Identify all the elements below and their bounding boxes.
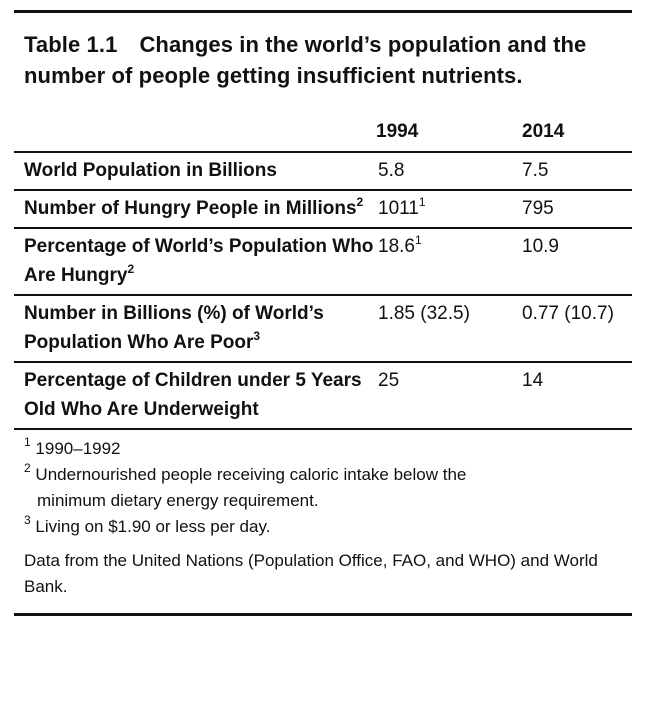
table-row: Number in Billions (%) of World’s Popula… xyxy=(14,294,632,362)
value-2014: 7.5 xyxy=(522,151,632,190)
header-cell-2014: 2014 xyxy=(522,121,565,142)
value-1994: 18.61 xyxy=(376,227,522,295)
value-1994: 10111 xyxy=(376,189,522,228)
table-number: Table 1.1 xyxy=(24,32,118,57)
bottom-rule xyxy=(14,613,632,616)
table-document: Table 1.1 Changes in the world’s populati… xyxy=(14,10,632,616)
table-row: Percentage of World’s Population Who Are… xyxy=(14,227,632,295)
table-title: Changes in the world’s population and th… xyxy=(24,32,587,88)
data-table: 1994 2014 World Population in Billions 5… xyxy=(14,117,632,430)
row-label: Percentage of World’s Population Who Are… xyxy=(14,227,376,295)
value-1994: 25 xyxy=(376,361,522,430)
row-label: Number of Hungry People in Millions2 xyxy=(14,189,376,228)
footnote: 1 1990–1992 xyxy=(24,435,121,458)
table-row: Percentage of Children under 5 Years Old… xyxy=(14,361,632,430)
header-cell-label xyxy=(14,117,376,152)
value-2014: 10.9 xyxy=(522,227,632,295)
row-label: Percentage of Children under 5 Years Old… xyxy=(14,361,376,430)
row-label: World Population in Billions xyxy=(14,151,376,190)
value-1994: 5.8 xyxy=(376,151,522,190)
value-2014: 0.77 (10.7) xyxy=(522,294,632,362)
table-caption: Table 1.1 Changes in the world’s populati… xyxy=(14,29,632,91)
source-note: Data from the United Nations (Population… xyxy=(24,551,598,596)
header-cell-1994: 1994 xyxy=(376,121,419,142)
table-notes: 1 1990–1992 2 Undernourished people rece… xyxy=(14,436,632,600)
value-2014: 795 xyxy=(522,189,632,228)
table-row: World Population in Billions 5.8 7.5 xyxy=(14,151,632,190)
footnote: 2 Undernourished people receiving calori… xyxy=(24,461,467,510)
table-row: Number of Hungry People in Millions2 101… xyxy=(14,189,632,228)
top-rule xyxy=(14,10,632,13)
row-label: Number in Billions (%) of World’s Popula… xyxy=(14,294,376,362)
value-1994: 1.85 (32.5) xyxy=(376,294,522,362)
header-row: 1994 2014 xyxy=(14,117,632,152)
value-2014: 14 xyxy=(522,361,632,430)
footnote: 3 Living on $1.90 or less per day. xyxy=(24,513,271,536)
